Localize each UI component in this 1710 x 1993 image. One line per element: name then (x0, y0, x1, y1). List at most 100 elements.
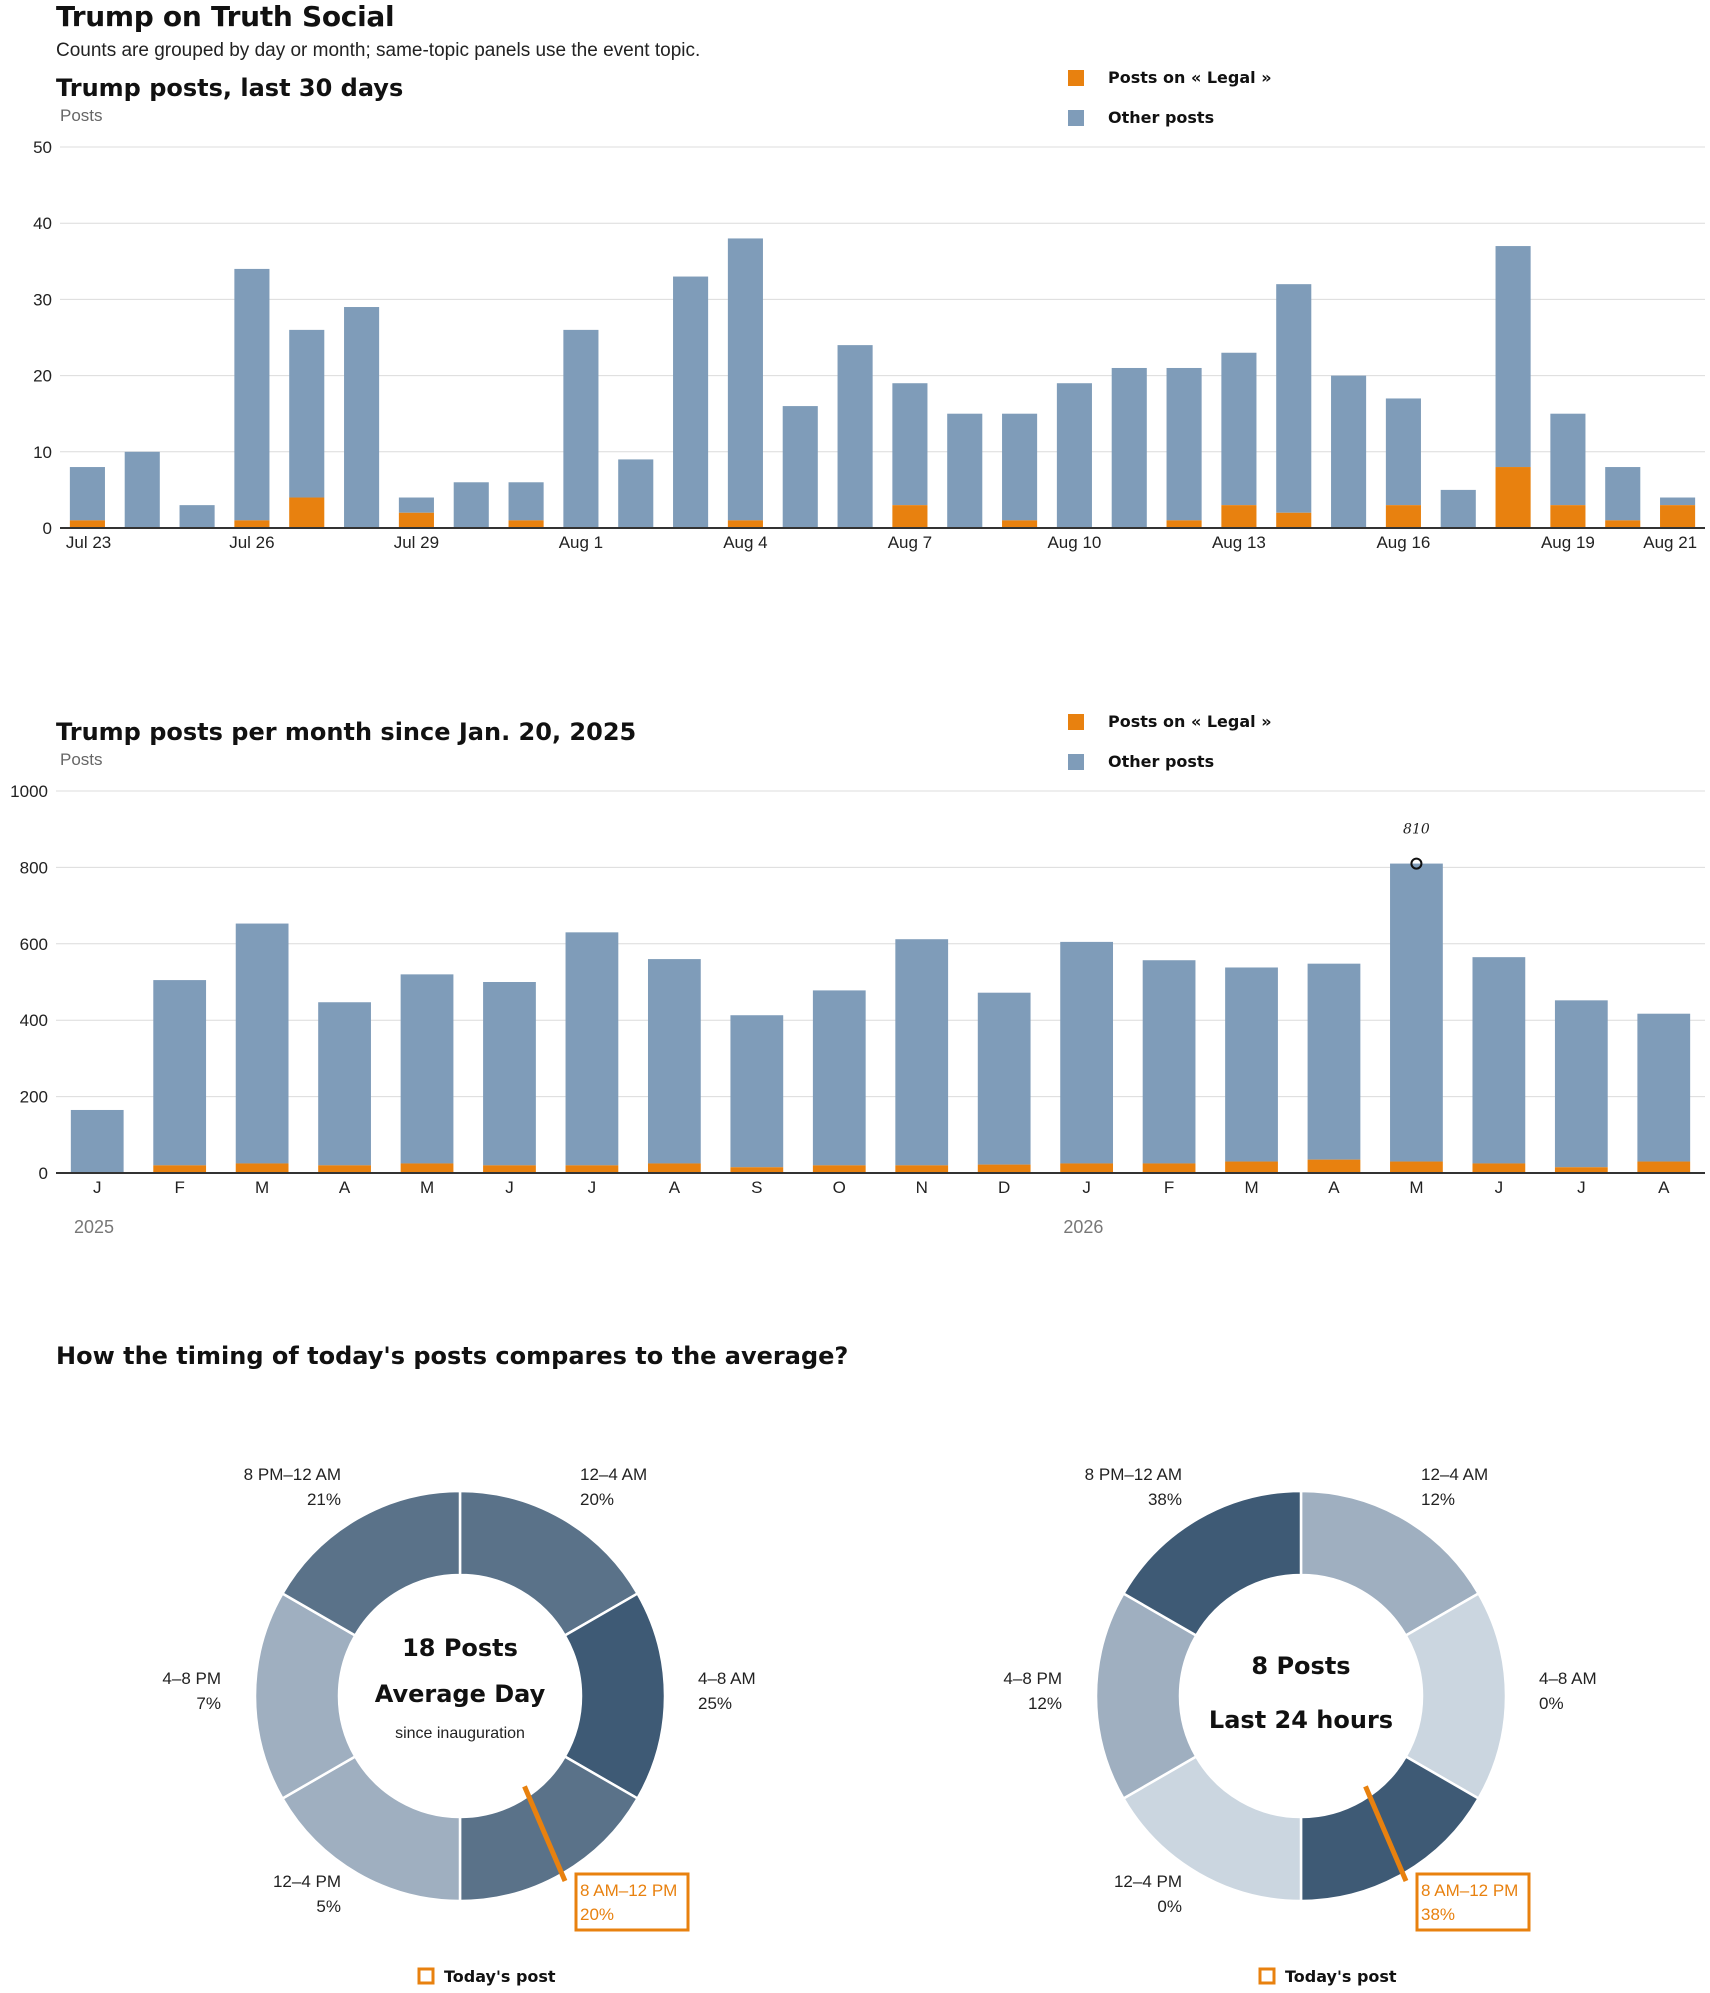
daily-bar-other (508, 482, 544, 521)
monthly-x-tick: A (1328, 1178, 1340, 1197)
monthly-x-tick: J (505, 1178, 514, 1197)
monthly-x-tick: M (420, 1178, 434, 1197)
daily-x-tick: Aug 4 (723, 533, 767, 552)
daily-bar-other (1550, 413, 1586, 506)
today-donut-center-label: Last 24 hours (1209, 1706, 1393, 1734)
monthly-title: Trump posts per month since Jan. 20, 202… (56, 718, 636, 746)
monthly-x-tick: J (588, 1178, 597, 1197)
daily-bar-other (947, 413, 983, 528)
monthly-y-tick: 0 (39, 1164, 48, 1183)
avg-donut-slice-label: 12–4 AM (580, 1465, 647, 1484)
monthly-bar-topic (812, 1165, 866, 1173)
daily-bar-other (1002, 413, 1038, 521)
daily-bar-other (1331, 375, 1367, 528)
monthly-bar-topic (565, 1165, 619, 1173)
monthly-bar-other (812, 990, 866, 1166)
monthly-bar-other (318, 1002, 371, 1166)
daily-legend-swatch-0 (1068, 70, 1084, 86)
avg-donut-slice (280, 1489, 462, 1638)
daily-bar-other (837, 345, 873, 528)
daily-x-tick: Aug 13 (1212, 533, 1266, 552)
daily-legend-label-0: Posts on « Legal » (1108, 68, 1272, 87)
monthly-bar-other (1142, 960, 1196, 1164)
today-donut-center-count: 8 Posts (1251, 1652, 1350, 1680)
monthly-bar-other (1390, 863, 1443, 1162)
monthly-x-tick: D (998, 1178, 1010, 1197)
monthly-y-tick: 400 (20, 1011, 48, 1030)
monthly-legend-label-1: Other posts (1108, 752, 1214, 771)
monthly-legend-swatch-1 (1068, 754, 1084, 770)
daily-x-tick: Jul 26 (229, 533, 274, 552)
avg-donut-slice-value: 20% (580, 1490, 614, 1509)
daily-bar-other (1276, 284, 1312, 513)
avg-donut-highlight-label: 8 AM–12 PM (580, 1881, 677, 1900)
daily-bar-other (1440, 489, 1476, 528)
monthly-year-label: 2025 (74, 1217, 114, 1237)
avg-donut-highlight-pointer (522, 1785, 568, 1882)
daily-bar-topic (1166, 520, 1202, 528)
daily-y-tick: 30 (33, 290, 52, 309)
avg-donut-highlight-value: 20% (580, 1905, 614, 1924)
today-donut-highlight-value: 38% (1421, 1905, 1455, 1924)
monthly-legend-label-0: Posts on « Legal » (1108, 712, 1272, 731)
daily-bar-other (1111, 367, 1147, 528)
monthly-bar-topic (1060, 1163, 1114, 1173)
monthly-bar-other (400, 974, 454, 1164)
avg-donut-slice-value: 5% (316, 1897, 341, 1916)
daily-x-tick: Jul 29 (394, 533, 439, 552)
daily-bar-other (563, 329, 599, 528)
daily-bar-topic (508, 520, 544, 528)
daily-bar-topic (1002, 520, 1038, 528)
daily-posts-chart: Trump posts, last 30 days Posts Posts on «… (33, 68, 1705, 552)
monthly-bar-other (235, 923, 289, 1164)
monthly-y-tick: 800 (20, 858, 48, 877)
monthly-bar-topic (483, 1165, 536, 1173)
daily-bar-other (69, 467, 105, 521)
avg-donut-center-label: Average Day (375, 1680, 546, 1708)
monthly-bar-topic (153, 1165, 207, 1173)
today-donut-slice-label: 12–4 PM (1114, 1872, 1182, 1891)
daily-legend-swatch-1 (1068, 110, 1084, 126)
monthly-bar-other (483, 982, 536, 1166)
daily-bar-topic (1495, 467, 1531, 528)
daily-bar-other (673, 276, 709, 528)
monthly-x-tick: J (1082, 1178, 1091, 1197)
monthly-x-tick: O (833, 1178, 846, 1197)
monthly-bar-topic (1142, 1163, 1196, 1173)
today-donut-slice-value: 0% (1539, 1694, 1564, 1713)
monthly-bar-topic (1225, 1161, 1278, 1173)
daily-y-tick: 50 (33, 138, 52, 157)
daily-bar-other (234, 268, 270, 521)
monthly-x-tick: M (1409, 1178, 1423, 1197)
avg-donut-slice-value: 7% (196, 1694, 221, 1713)
daily-bar-topic (1221, 505, 1257, 528)
daily-bar-topic (398, 512, 434, 528)
monthly-y-tick: 200 (20, 1088, 48, 1107)
monthly-bar-other (153, 980, 207, 1166)
monthly-bar-topic (1472, 1163, 1526, 1173)
monthly-bar-topic (400, 1163, 454, 1173)
daily-bar-topic (892, 505, 928, 528)
daily-bar-other (398, 497, 434, 513)
daily-y-tick: 10 (33, 443, 52, 462)
monthly-posts-chart: Trump posts per month since Jan. 20, 202… (10, 712, 1705, 1237)
monthly-legend-swatch-0 (1068, 714, 1084, 730)
monthly-bar-topic (1307, 1159, 1361, 1173)
monthly-bar-topic (1390, 1161, 1443, 1173)
monthly-bar-other (565, 932, 619, 1166)
daily-bar-other (1495, 246, 1531, 468)
today-donut-slice-label: 12–4 AM (1421, 1465, 1488, 1484)
daily-x-tick: Aug 1 (559, 533, 603, 552)
monthly-bar-other (895, 939, 949, 1166)
monthly-x-tick: F (1164, 1178, 1174, 1197)
daily-x-tick: Aug 10 (1047, 533, 1101, 552)
daily-bar-topic (1276, 512, 1312, 528)
avg-donut-center-sub: since inauguration (395, 1725, 525, 1742)
daily-bar-topic (1660, 505, 1696, 528)
monthly-bar-other (1307, 963, 1361, 1160)
today-donut-slice-value: 0% (1157, 1897, 1182, 1916)
daily-bar-other (1056, 383, 1092, 528)
daily-y-tick: 0 (43, 519, 52, 538)
monthly-bar-other (977, 992, 1031, 1165)
monthly-y-unit: Posts (60, 750, 103, 769)
